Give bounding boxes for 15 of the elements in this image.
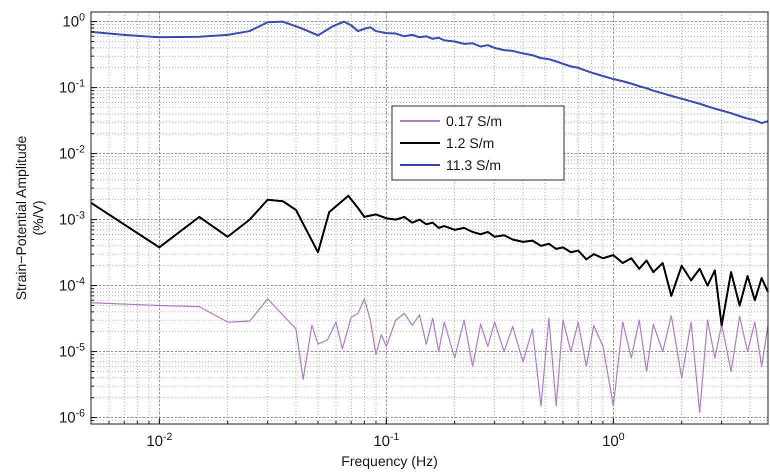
legend-label: 1.2 S/m [446,135,494,151]
x-tick-label: 10$^{0}$ [602,431,625,450]
y-tick-label: 10$^{-4}$ [58,276,86,295]
legend-label: 0.17 S/m [446,113,502,129]
legend-label: 11.3 S/m [446,157,501,173]
y-tick-label: 10$^{-5}$ [58,342,86,361]
y-tick-label: 10$^{-6}$ [58,408,86,427]
y-tick-label: 10$^{-2}$ [58,144,86,163]
x-axis-title: Frequency (Hz) [341,453,438,469]
x-tick-label: 10$^{-2}$ [146,431,173,450]
y-tick-label: 10$^{-3}$ [58,210,86,229]
y-axis-title: Strain−Potential Amplitude (%/V) [13,135,46,300]
y-tick-label: 10$^{-1}$ [58,78,86,97]
x-tick-label: 10$^{-1}$ [373,431,400,450]
y-tick-label: 10$^{0}$ [62,12,86,31]
